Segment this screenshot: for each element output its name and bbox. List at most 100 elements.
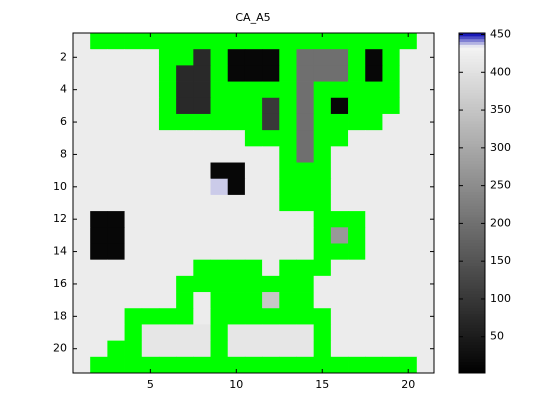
nan-cell — [193, 259, 211, 277]
cell — [227, 211, 246, 228]
cell — [382, 243, 401, 261]
colorbar-swatch — [459, 163, 485, 167]
cell — [330, 65, 349, 82]
colorbar-swatch — [459, 282, 485, 286]
cell — [348, 292, 366, 309]
nan-cell — [279, 356, 297, 374]
cell — [107, 49, 125, 66]
cell — [90, 324, 108, 342]
cell — [141, 275, 160, 293]
colorbar-swatch — [459, 95, 485, 99]
cell — [193, 146, 211, 163]
colorbar-swatch — [459, 171, 485, 176]
cell — [90, 340, 108, 358]
cell — [330, 227, 349, 244]
cell — [193, 162, 211, 180]
colorbar-swatch — [459, 191, 485, 195]
nan-cell — [244, 292, 263, 309]
cell — [399, 162, 418, 180]
colorbar-swatch — [459, 197, 485, 201]
nan-cell — [313, 81, 332, 99]
cell — [90, 97, 108, 115]
cell — [107, 194, 125, 212]
nan-cell — [279, 178, 297, 196]
nan-cell — [227, 308, 246, 325]
colorbar-swatch — [459, 211, 485, 215]
cell — [90, 308, 108, 325]
nan-cell — [210, 81, 229, 99]
nan-cell — [193, 113, 211, 131]
cell — [399, 97, 418, 115]
nan-cell — [227, 275, 246, 293]
cell — [399, 227, 418, 244]
colorbar-swatch — [459, 273, 485, 278]
nan-cell — [244, 356, 263, 374]
colorbar-swatch — [459, 44, 485, 48]
cell — [382, 130, 401, 147]
colorbar-swatch — [459, 109, 485, 113]
nan-cell — [330, 356, 349, 374]
colorbar-swatch — [459, 67, 485, 71]
colorbar-swatch — [459, 103, 485, 108]
nan-cell — [262, 308, 280, 325]
cell — [365, 178, 383, 196]
nan-cell — [244, 113, 263, 131]
colorbar-swatch — [459, 157, 485, 161]
colorbar-swatch — [459, 152, 485, 156]
cell — [348, 146, 366, 163]
x-tick-label: 5 — [147, 378, 154, 391]
colorbar-swatch — [459, 115, 485, 119]
cell — [124, 292, 143, 309]
cell — [365, 49, 383, 66]
cell — [382, 146, 401, 163]
cell — [382, 324, 401, 342]
cell — [107, 275, 125, 293]
cell — [365, 275, 383, 293]
colorbar-swatch — [459, 353, 485, 357]
colorbar-swatch — [459, 231, 485, 235]
nan-cell — [365, 113, 383, 131]
cell — [193, 178, 211, 196]
cell — [382, 292, 401, 309]
colorbar-swatch — [459, 299, 485, 303]
cell — [348, 178, 366, 196]
cell — [416, 211, 435, 228]
cell — [227, 178, 246, 196]
cell — [210, 178, 229, 196]
colorbar-swatch — [459, 135, 485, 139]
colorbar-swatch — [459, 194, 485, 198]
cell — [73, 275, 91, 293]
cell — [107, 324, 125, 342]
nan-cell — [210, 49, 229, 66]
cell — [227, 130, 246, 147]
colorbar-swatch — [459, 180, 485, 184]
cell — [262, 49, 280, 66]
cell — [107, 130, 125, 147]
cell — [158, 211, 177, 228]
cell — [124, 275, 143, 293]
cell — [210, 162, 229, 180]
cell — [73, 211, 91, 228]
nan-cell — [227, 259, 246, 277]
colorbar-swatch — [459, 92, 485, 96]
cell — [176, 324, 194, 342]
cell — [193, 97, 211, 115]
cell — [193, 49, 211, 66]
cell — [227, 65, 246, 82]
nan-cell — [365, 81, 383, 99]
nan-cell — [399, 33, 418, 50]
cell — [365, 308, 383, 325]
cell — [416, 162, 435, 180]
nan-cell — [330, 81, 349, 99]
colorbar-swatch — [459, 285, 485, 289]
colorbar-swatch — [459, 222, 485, 227]
cell — [416, 81, 435, 99]
cell — [296, 227, 315, 244]
colorbar-swatch — [459, 52, 485, 57]
colorbar-swatch — [459, 344, 485, 348]
cell — [399, 178, 418, 196]
cell — [262, 194, 280, 212]
cell — [124, 81, 143, 99]
colorbar-swatch — [459, 237, 485, 241]
cell — [244, 49, 263, 66]
